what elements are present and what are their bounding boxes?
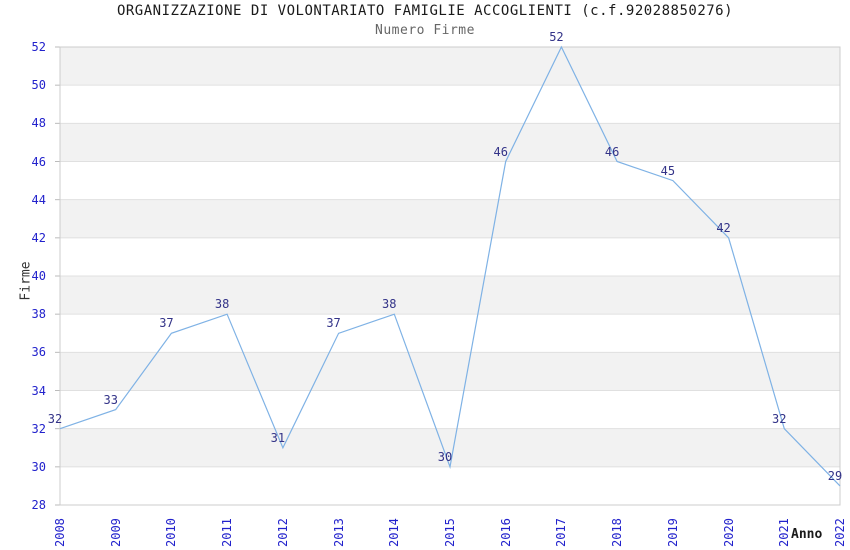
chart-subtitle: Numero Firme	[375, 23, 475, 38]
y-tick-label: 48	[31, 116, 46, 131]
x-tick-label: 2013	[331, 518, 346, 547]
data-point-label: 37	[159, 316, 174, 331]
x-tick-label: 2015	[443, 518, 457, 547]
data-point-label: 33	[103, 392, 118, 407]
x-tick-label: 2017	[554, 518, 569, 547]
x-tick-label: 2018	[610, 518, 625, 547]
x-tick-label: 2019	[665, 518, 680, 547]
data-point-label: 30	[437, 449, 453, 464]
band	[60, 123, 840, 162]
y-tick-label: 36	[31, 345, 46, 360]
y-tick-label: 30	[31, 459, 46, 474]
data-point-label: 32	[772, 411, 787, 426]
data-point-label: 38	[382, 297, 397, 312]
data-point-label: 31	[270, 430, 286, 445]
data-point-label: 37	[326, 316, 341, 331]
y-tick-label: 38	[31, 307, 46, 322]
x-tick-label: 2021	[777, 518, 792, 547]
y-tick-label: 32	[31, 421, 46, 436]
data-point-label: 42	[716, 220, 731, 235]
x-tick-label: 2022	[833, 518, 847, 547]
x-tick-label: 2012	[275, 518, 290, 547]
y-tick-label: 40	[31, 269, 46, 283]
x-tick-label: 2014	[387, 518, 402, 547]
y-tick-label: 34	[31, 383, 46, 398]
data-point-label: 46	[604, 144, 620, 159]
data-point-label: 32	[47, 411, 63, 426]
band	[60, 352, 840, 391]
data-point-label: 46	[493, 144, 508, 159]
x-tick-label: 2011	[220, 518, 235, 547]
x-tick-label: 2010	[164, 518, 179, 547]
y-tick-label: 44	[31, 192, 46, 207]
x-tick-label: 2009	[108, 518, 123, 547]
x-tick-label: 2020	[721, 518, 736, 547]
x-axis-label: Anno	[791, 527, 823, 542]
plot-area	[55, 45, 841, 506]
plot-border	[59, 46, 841, 506]
band	[60, 47, 840, 86]
x-tick-label: 2016	[498, 518, 513, 547]
y-tick-label: 50	[31, 78, 46, 93]
chart-title: ORGANIZZAZIONE DI VOLONTARIATO FAMIGLIE …	[116, 3, 734, 19]
y-tick-label: 46	[31, 154, 46, 169]
band	[60, 428, 840, 467]
data-point-label: 29	[827, 468, 843, 483]
data-point-label: 45	[660, 163, 676, 178]
x-tick-label: 2008	[53, 518, 67, 547]
y-tick-label: 28	[31, 498, 46, 512]
data-point-label: 52	[549, 30, 564, 44]
firme-line-series	[59, 45, 841, 487]
y-tick-label: 52	[31, 40, 46, 54]
data-point-label: 38	[214, 297, 230, 312]
band	[60, 276, 840, 315]
y-tick-label: 42	[31, 230, 46, 245]
